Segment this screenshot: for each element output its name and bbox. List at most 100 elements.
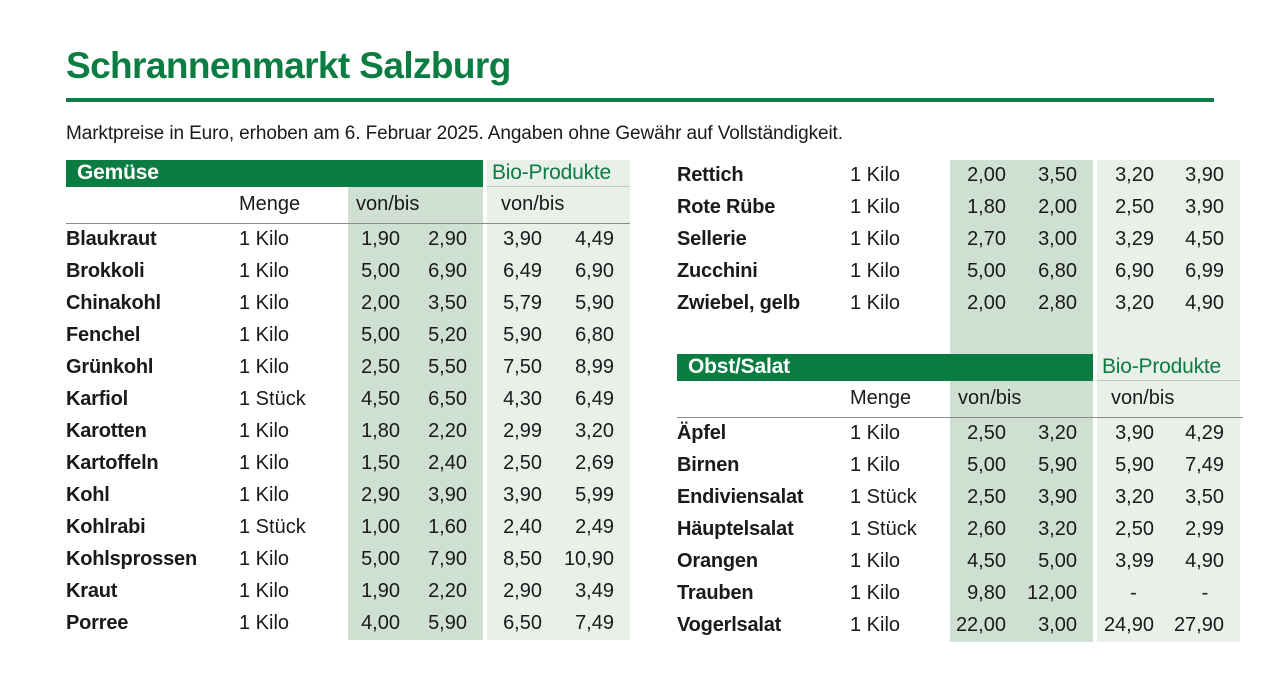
unit: 1 Kilo: [850, 292, 901, 315]
gemuese-continued-rows: Rettich 1 Kilo 2,00 3,50 3,20 3,90 Rote Rübe 1 …: [677, 159, 1243, 320]
unit: 1 Kilo: [239, 548, 290, 571]
price-von: 5,00: [950, 449, 1022, 482]
price-bis: 5,90: [1022, 449, 1093, 482]
table-row: Karfiol 1 Stück 4,50 6,50 4,30 6,49: [66, 383, 630, 416]
bio-price-von: 5,90: [487, 319, 558, 352]
product-name: Blaukraut: [66, 228, 157, 251]
price-bis: 2,00: [1022, 191, 1093, 224]
product-name: Fenchel: [66, 324, 141, 347]
unit: 1 Kilo: [850, 260, 901, 283]
bio-price-von: 3,90: [487, 479, 558, 512]
product-name: Grünkohl: [66, 356, 154, 379]
bio-price-bis: 3,90: [1170, 159, 1240, 192]
unit: 1 Kilo: [239, 228, 290, 251]
unit: 1 Kilo: [850, 454, 901, 477]
name-column-header: [677, 381, 848, 417]
table-row: Grünkohl 1 Kilo 2,50 5,50 7,50 8,99: [66, 351, 630, 384]
bio-price-von: 2,90: [487, 575, 558, 608]
price-von: 1,50: [348, 447, 416, 480]
table-row: Rettich 1 Kilo 2,00 3,50 3,20 3,90: [677, 159, 1243, 192]
table-row: Häuptelsalat 1 Stück 2,60 3,20 2,50 2,99: [677, 513, 1243, 546]
menge-column-header: Menge: [239, 193, 301, 216]
product-name: Äpfel: [677, 422, 727, 445]
price-bis: 2,20: [416, 415, 483, 448]
product-name: Vogerlsalat: [677, 614, 782, 637]
unit: 1 Kilo: [850, 228, 901, 251]
subtitle: Marktpreise in Euro, erhoben am 6. Febru…: [66, 122, 843, 144]
price-bis: 2,40: [416, 447, 483, 480]
page-title: Schrannenmarkt Salzburg: [66, 45, 511, 86]
price-bis: 6,50: [416, 383, 483, 416]
product-name: Zucchini: [677, 260, 758, 283]
unit: 1 Kilo: [239, 356, 290, 379]
price-von: 2,90: [348, 479, 416, 512]
price-von: 2,50: [950, 481, 1022, 514]
price-von: 5,00: [348, 543, 416, 576]
spacer-blank: [677, 320, 950, 354]
table-row: Kohl 1 Kilo 2,90 3,90 3,90 5,99: [66, 479, 630, 512]
unit: 1 Kilo: [239, 484, 290, 507]
bio-price-von: 3,99: [1097, 545, 1170, 578]
product-name: Kohlsprossen: [66, 548, 197, 571]
table-row: Chinakohl 1 Kilo 2,00 3,50 5,79 5,90: [66, 287, 630, 320]
bio-price-bis: -: [1170, 577, 1240, 610]
price-von: 4,50: [348, 383, 416, 416]
price-von: 4,50: [950, 545, 1022, 578]
bio-vonbis-column-header: von/bis: [1097, 380, 1240, 417]
gemuese-table: Gemüse Bio-Produkte Menge von/bis von/bi…: [66, 159, 630, 642]
product-name: Brokkoli: [66, 260, 145, 283]
unit: 1 Kilo: [239, 324, 290, 347]
table-row: Birnen 1 Kilo 5,00 5,90 5,90 7,49: [677, 449, 1243, 482]
table-row: Rote Rübe 1 Kilo 1,80 2,00 2,50 3,90: [677, 191, 1243, 224]
unit: 1 Stück: [850, 518, 917, 541]
price-von: 1,90: [348, 223, 416, 256]
spacer-sage-band: [950, 319, 1093, 354]
table-row: Kohlsprossen 1 Kilo 5,00 7,90 8,50 10,90: [66, 543, 630, 576]
price-von: 2,60: [950, 513, 1022, 546]
bio-price-von: 4,30: [487, 383, 558, 416]
bio-price-von: 2,40: [487, 511, 558, 544]
bio-products-label: Bio-Produkte: [1097, 353, 1240, 381]
bio-price-bis: 2,49: [558, 511, 630, 544]
product-name: Kartoffeln: [66, 452, 159, 475]
product-name: Rote Rübe: [677, 196, 776, 219]
price-von: 2,00: [348, 287, 416, 320]
price-bis: 5,00: [1022, 545, 1093, 578]
price-von: 5,00: [348, 255, 416, 288]
bio-vonbis-column-header: von/bis: [487, 186, 630, 223]
unit: 1 Kilo: [239, 580, 290, 603]
product-name: Trauben: [677, 582, 754, 605]
product-name: Endiviensalat: [677, 486, 804, 509]
unit: 1 Kilo: [239, 292, 290, 315]
bio-price-bis: 4,50: [1170, 223, 1240, 256]
price-von: 1,90: [348, 575, 416, 608]
price-bis: 2,80: [1022, 287, 1093, 320]
bio-price-von: 2,99: [487, 415, 558, 448]
spacer-bio-band: [1097, 319, 1240, 354]
product-name: Karotten: [66, 420, 147, 443]
bio-price-bis: 7,49: [558, 607, 630, 640]
bio-price-von: 5,90: [1097, 449, 1170, 482]
product-name: Häuptelsalat: [677, 518, 794, 541]
unit: 1 Kilo: [239, 260, 290, 283]
bio-price-bis: 4,49: [558, 223, 630, 256]
obst-salat-rows: Äpfel 1 Kilo 2,50 3,20 3,90 4,29 Birnen 1 Kilo 5…: [677, 417, 1243, 642]
gemuese-column-headers: Menge von/bis von/bis: [66, 186, 630, 224]
bio-price-bis: 27,90: [1170, 609, 1240, 642]
price-von: 2,70: [950, 223, 1022, 256]
product-name: Zwiebel, gelb: [677, 292, 800, 315]
title-rule: [66, 97, 1214, 102]
table-row: Porree 1 Kilo 4,00 5,90 6,50 7,49: [66, 607, 630, 640]
obst-salat-header-row: Obst/Salat Bio-Produkte: [677, 353, 1243, 381]
price-bis: 6,90: [416, 255, 483, 288]
band-spacer: [677, 319, 1243, 354]
name-column-header: [66, 187, 237, 223]
obst-salat-column-headers: Menge von/bis von/bis: [677, 380, 1243, 418]
bio-price-von: 2,50: [1097, 513, 1170, 546]
unit: 1 Kilo: [850, 614, 901, 637]
unit: 1 Stück: [239, 388, 306, 411]
product-name: Orangen: [677, 550, 758, 573]
product-name: Kohlrabi: [66, 516, 146, 539]
bio-price-von: 24,90: [1097, 609, 1170, 642]
